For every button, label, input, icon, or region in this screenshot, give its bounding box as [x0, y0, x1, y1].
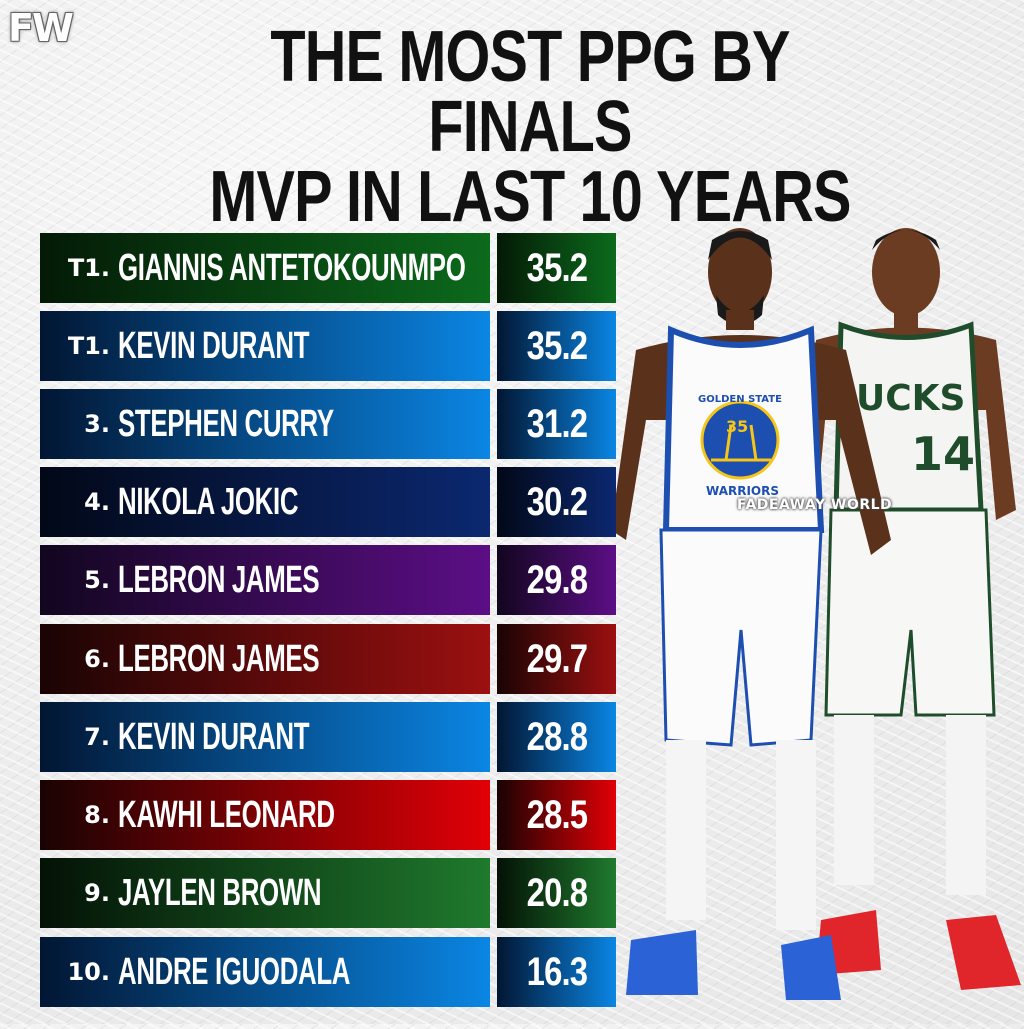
ppg-cell: 35.2	[497, 233, 616, 303]
table-row: 6. LEBRON JAMES 29.7	[40, 624, 616, 694]
name-cell: 8. KAWHI LEONARD	[40, 780, 490, 850]
name-cell: 3. STEPHEN CURRY	[40, 389, 490, 459]
title-line-1: THE MOST PPG BY FINALS	[270, 17, 790, 167]
ppg-value: 16.3	[526, 949, 587, 994]
player-name: GIANNIS ANTETOKOUNMPO	[118, 246, 466, 289]
ppg-value: 28.5	[526, 792, 587, 837]
table-row: 10. ANDRE IGUODALA 16.3	[40, 937, 616, 1007]
name-cell: 6. LEBRON JAMES	[40, 624, 490, 694]
svg-text:UCKS: UCKS	[856, 378, 965, 419]
ppg-value: 30.2	[526, 479, 587, 524]
player-name: LEBRON JAMES	[118, 558, 320, 601]
ppg-value: 20.8	[526, 870, 587, 915]
ppg-cell: 16.3	[497, 937, 616, 1007]
ppg-cell: 35.2	[497, 311, 616, 381]
ppg-value: 31.2	[526, 401, 587, 446]
table-row: 8. KAWHI LEONARD 28.5	[40, 780, 616, 850]
name-cell: 9. JAYLEN BROWN	[40, 858, 490, 928]
svg-text:GOLDEN STATE: GOLDEN STATE	[698, 394, 782, 405]
player-name: JAYLEN BROWN	[118, 871, 322, 914]
ppg-cell: 31.2	[497, 389, 616, 459]
ppg-value: 29.7	[526, 636, 587, 681]
ppg-value: 29.8	[526, 557, 587, 602]
player-photos: UCKS 14 35 GOLDEN STATE WARRIORS	[611, 210, 1024, 1024]
ppg-cell: 28.5	[497, 780, 616, 850]
rank-label: 4.	[84, 488, 110, 516]
svg-text:14: 14	[911, 427, 975, 481]
giannis-photo: UCKS 14	[796, 228, 1021, 990]
rank-label: 7.	[84, 723, 110, 751]
table-row: 4. NIKOLA JOKIC 30.2	[40, 467, 616, 537]
player-name: ANDRE IGUODALA	[118, 950, 351, 993]
name-cell: 7. KEVIN DURANT	[40, 702, 490, 772]
ppg-value: 35.2	[526, 245, 587, 290]
ppg-cell: 20.8	[497, 858, 616, 928]
name-cell: 10. ANDRE IGUODALA	[40, 937, 490, 1007]
table-row: T1. KEVIN DURANT 35.2	[40, 311, 616, 381]
table-row: T1. GIANNIS ANTETOKOUNMPO 35.2	[40, 233, 616, 303]
name-cell: 4. NIKOLA JOKIC	[40, 467, 490, 537]
table-row: 7. KEVIN DURANT 28.8	[40, 702, 616, 772]
rank-label: 6.	[84, 645, 110, 673]
ppg-cell: 30.2	[497, 467, 616, 537]
name-cell: T1. GIANNIS ANTETOKOUNMPO	[40, 233, 490, 303]
rank-label: 9.	[84, 879, 110, 907]
svg-text:WARRIORS: WARRIORS	[706, 484, 779, 498]
player-name: KEVIN DURANT	[118, 715, 310, 758]
ppg-cell: 29.7	[497, 624, 616, 694]
ppg-cell: 29.8	[497, 545, 616, 615]
player-name: LEBRON JAMES	[118, 637, 320, 680]
title-line-2: MVP IN LAST 10 YEARS	[209, 157, 851, 237]
player-name: STEPHEN CURRY	[118, 402, 334, 445]
table-row: 3. STEPHEN CURRY 31.2	[40, 389, 616, 459]
player-illustration-icon: UCKS 14 35 GOLDEN STATE WARRIORS	[611, 228, 1021, 1000]
player-name: NIKOLA JOKIC	[118, 480, 299, 523]
player-name: KAWHI LEONARD	[118, 793, 335, 836]
rank-label: T1.	[67, 332, 110, 360]
name-cell: 5. LEBRON JAMES	[40, 545, 490, 615]
table-row: 5. LEBRON JAMES 29.8	[40, 545, 616, 615]
player-name: KEVIN DURANT	[118, 324, 310, 367]
rank-label: T1.	[67, 254, 110, 282]
ppg-cell: 28.8	[497, 702, 616, 772]
fw-logo: FW	[8, 6, 74, 50]
name-cell: T1. KEVIN DURANT	[40, 311, 490, 381]
page-title: THE MOST PPG BY FINALS MVP IN LAST 10 YE…	[170, 17, 890, 237]
table-row: 9. JAYLEN BROWN 20.8	[40, 858, 616, 928]
ppg-value: 28.8	[526, 714, 587, 759]
rank-label: 10.	[67, 958, 110, 986]
ppg-value: 35.2	[526, 323, 587, 368]
watermark: FADEAWAY WORLD	[737, 497, 893, 513]
rank-label: 3.	[84, 410, 110, 438]
rank-label: 5.	[84, 566, 110, 594]
kevin-durant-photo: 35 GOLDEN STATE WARRIORS	[611, 228, 891, 1000]
rank-label: 8.	[84, 801, 110, 829]
